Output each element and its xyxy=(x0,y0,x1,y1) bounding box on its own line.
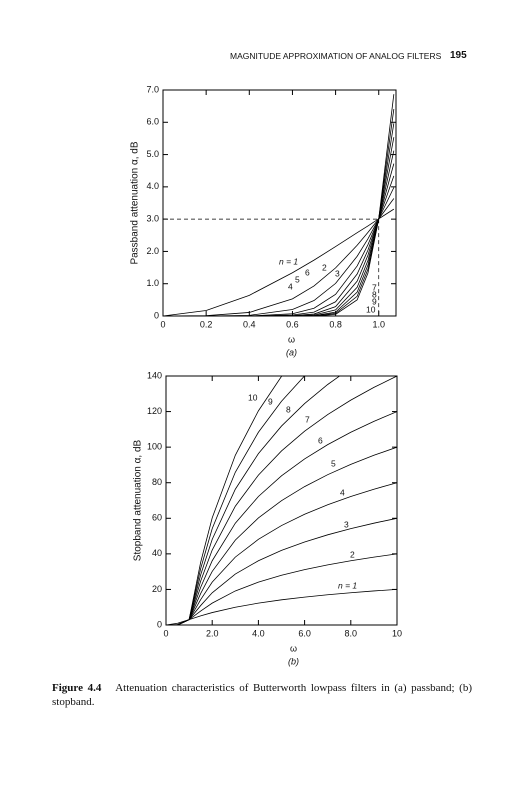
curve-label: 2 xyxy=(322,262,327,272)
curve-label: 10 xyxy=(366,304,376,314)
curve xyxy=(163,198,395,316)
caption-text: Attenuation characteristics of Butterwor… xyxy=(52,682,472,708)
curve xyxy=(163,175,395,316)
caption: Figure 4.4 Attenuation characteristics o… xyxy=(52,681,472,709)
x-axis-label: ω xyxy=(288,334,295,344)
x-axis-label: ω xyxy=(290,643,297,653)
curve-label: 5 xyxy=(295,274,300,284)
y-axis-label: Stopband attenuation α, dB xyxy=(133,439,144,561)
curve xyxy=(163,108,395,316)
x-tick-label: 0 xyxy=(160,319,165,329)
x-tick-label: 1.0 xyxy=(372,319,385,329)
curve-label: 8 xyxy=(372,289,377,299)
y-tick-label: 7.0 xyxy=(146,84,159,94)
curve-label: 4 xyxy=(340,487,345,497)
y-tick-label: 0 xyxy=(157,619,162,629)
running-header: MAGNITUDE APPROXIMATION OF ANALOG FILTER… xyxy=(230,51,442,61)
curve-label: 4 xyxy=(288,281,293,291)
y-tick-label: 100 xyxy=(147,442,162,452)
y-tick-label: 140 xyxy=(147,370,162,380)
y-axis-label: Passband attenuation α, dB xyxy=(130,141,141,264)
curves xyxy=(166,376,397,625)
y-tick-label: 20 xyxy=(152,584,162,594)
curve xyxy=(166,588,397,625)
y-tick-label: 6.0 xyxy=(146,117,159,127)
x-tick-label: 0.4 xyxy=(243,319,256,329)
curve xyxy=(166,482,397,625)
curve xyxy=(163,94,395,316)
curve-label: 3 xyxy=(344,519,349,529)
y-tick-label: 4.0 xyxy=(146,181,159,191)
x-tick-label: 4.0 xyxy=(252,628,265,638)
curve xyxy=(163,150,395,316)
curve-label: 3 xyxy=(335,268,340,278)
curve xyxy=(163,137,395,316)
page-number: 195 xyxy=(450,50,467,61)
curve xyxy=(163,123,395,316)
y-tick-label: 40 xyxy=(152,548,162,558)
curve-label: 5 xyxy=(331,458,336,468)
curve xyxy=(166,553,397,625)
figure: 0 0.2 0.4 0.6 0.8 1.0 0 1.0 2.0 3.0 4.0 5.0 6.0 7.0 n … xyxy=(130,84,402,666)
curve-label: 6 xyxy=(318,435,323,445)
curve-label: 6 xyxy=(305,267,310,277)
curve-label: 10 xyxy=(248,392,258,402)
curve xyxy=(166,376,306,625)
y-tick-label: 60 xyxy=(152,513,162,523)
curve xyxy=(163,187,395,316)
curve-label: 2 xyxy=(350,549,355,559)
x-tick-label: 10 xyxy=(392,628,402,638)
y-tick-label: 3.0 xyxy=(146,214,159,224)
curve-label: n = 1 xyxy=(338,580,357,590)
curves xyxy=(163,94,395,316)
panel-label: (a) xyxy=(286,347,297,357)
y-tick-label: 0 xyxy=(154,310,159,320)
panel-label: (b) xyxy=(288,656,299,666)
x-tick-label: 0.2 xyxy=(200,319,213,329)
x-tick-label: 8.0 xyxy=(345,628,358,638)
x-tick-label: 0.8 xyxy=(329,319,342,329)
curve xyxy=(163,163,395,316)
x-tick-label: 0 xyxy=(163,628,168,638)
y-tick-label: 1.0 xyxy=(146,278,159,288)
curve-label: 7 xyxy=(305,414,310,424)
curve-label: 9 xyxy=(268,396,273,406)
x-tick-label: 6.0 xyxy=(298,628,311,638)
curve-label: 8 xyxy=(286,404,291,414)
caption-label: Figure 4.4 xyxy=(52,682,102,694)
y-tick-label: 5.0 xyxy=(146,149,159,159)
y-tick-label: 2.0 xyxy=(146,246,159,256)
curve-label: 7 xyxy=(372,282,377,292)
curve-label: 9 xyxy=(372,296,377,306)
curve xyxy=(166,517,397,625)
x-tick-label: 2.0 xyxy=(206,628,219,638)
curve xyxy=(166,376,283,625)
curve xyxy=(163,208,395,316)
y-tick-label: 120 xyxy=(147,406,162,416)
x-tick-label: 0.6 xyxy=(286,319,299,329)
y-tick-label: 80 xyxy=(152,477,162,487)
curve xyxy=(166,446,397,625)
curve-label: n = 1 xyxy=(279,256,298,266)
